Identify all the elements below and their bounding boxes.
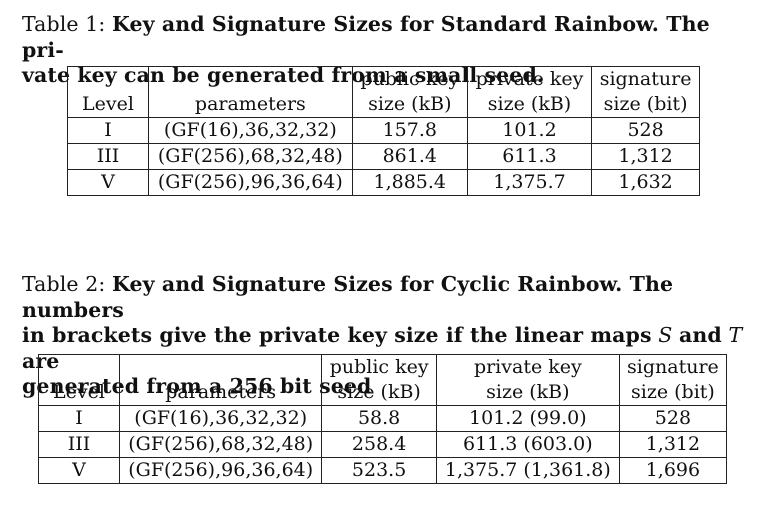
table2-caption-label: Table 2: <box>22 272 106 296</box>
parameters-cell: (GF(256),96,36,64) <box>118 457 323 484</box>
math-symbol-t: T <box>728 323 743 347</box>
table1-header-private-key: private key size (kB) <box>466 66 593 118</box>
public-key-cell: 1,885.4 <box>351 169 468 196</box>
table2: Level parameters public key size (kB) pri… <box>38 354 728 484</box>
table2-header-level: Level <box>38 354 120 406</box>
table2-header-private-key: private key size (kB) <box>435 354 620 406</box>
table1-header-level: Level <box>67 66 149 118</box>
public-key-cell: 157.8 <box>351 117 468 144</box>
table1-header-parameters: parameters <box>148 66 353 118</box>
private-key-cell: 101.2 (99.0) <box>435 405 620 432</box>
signature-cell: 1,312 <box>618 431 728 458</box>
signature-cell: 528 <box>591 117 700 144</box>
parameters-cell: (GF(256),68,32,48) <box>118 431 323 458</box>
table2-header-parameters: parameters <box>118 354 323 406</box>
table-row: III (GF(256),68,32,48) 258.4 611.3 (603.… <box>38 431 728 458</box>
public-key-cell: 523.5 <box>321 457 437 484</box>
table-row: V (GF(256),96,36,64) 1,885.4 1,375.7 1,6… <box>67 169 700 196</box>
signature-cell: 1,696 <box>618 457 728 484</box>
table1-header-public-key: public key size (kB) <box>351 66 468 118</box>
level-cell: I <box>38 405 120 432</box>
signature-cell: 1,312 <box>591 143 700 170</box>
table-row: III (GF(256),68,32,48) 861.4 611.3 1,312 <box>67 143 700 170</box>
table-row: I (GF(16),36,32,32) 157.8 101.2 528 <box>67 117 700 144</box>
public-key-cell: 861.4 <box>351 143 468 170</box>
private-key-cell: 101.2 <box>466 117 593 144</box>
table1-caption-title-line1: Key and Signature Sizes for Standard Rai… <box>22 12 710 62</box>
table-row: V (GF(256),96,36,64) 523.5 1,375.7 (1,36… <box>38 457 728 484</box>
level-cell: III <box>38 431 120 458</box>
public-key-cell: 258.4 <box>321 431 437 458</box>
table2-header-public-key: public key size (kB) <box>321 354 437 406</box>
signature-cell: 1,632 <box>591 169 700 196</box>
table2-header-signature: signature size (bit) <box>618 354 728 406</box>
table2-caption-and: and <box>679 323 722 347</box>
private-key-cell: 611.3 <box>466 143 593 170</box>
private-key-cell: 1,375.7 (1,361.8) <box>435 457 620 484</box>
level-cell: III <box>67 143 149 170</box>
table1-header-row: Level parameters public key size (kB) pri… <box>67 66 700 118</box>
table-row: I (GF(16),36,32,32) 58.8 101.2 (99.0) 52… <box>38 405 728 432</box>
table1-header-signature: signature size (bit) <box>591 66 700 118</box>
level-cell: I <box>67 117 149 144</box>
parameters-cell: (GF(256),68,32,48) <box>148 143 353 170</box>
table2-caption-title-line2: in brackets give the private key size if… <box>22 323 652 347</box>
parameters-cell: (GF(16),36,32,32) <box>118 405 323 432</box>
table1: Level parameters public key size (kB) pri… <box>67 66 700 196</box>
signature-cell: 528 <box>618 405 728 432</box>
private-key-cell: 1,375.7 <box>466 169 593 196</box>
table2-header-row: Level parameters public key size (kB) pri… <box>38 354 728 406</box>
table1-caption-label: Table 1: <box>22 12 106 36</box>
math-symbol-s: S <box>658 323 673 347</box>
level-cell: V <box>67 169 149 196</box>
parameters-cell: (GF(256),96,36,64) <box>148 169 353 196</box>
level-cell: V <box>38 457 120 484</box>
public-key-cell: 58.8 <box>321 405 437 432</box>
private-key-cell: 611.3 (603.0) <box>435 431 620 458</box>
table2-caption-title-line1: Key and Signature Sizes for Cyclic Rainb… <box>22 272 674 322</box>
parameters-cell: (GF(16),36,32,32) <box>148 117 353 144</box>
